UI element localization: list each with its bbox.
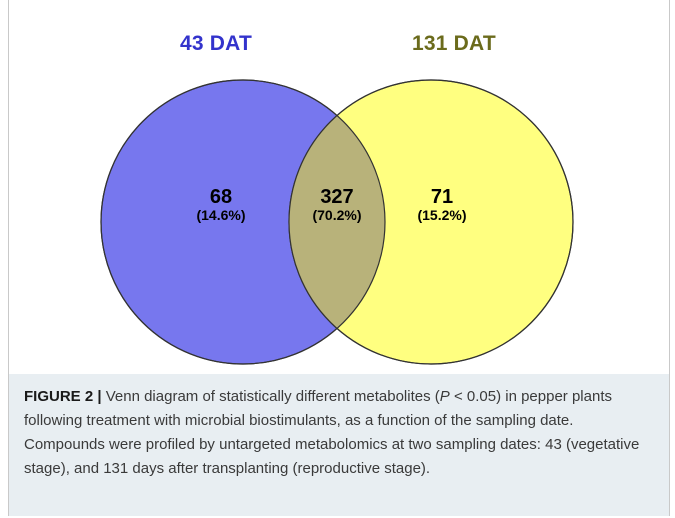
figure-caption: FIGURE 2 | Venn diagram of statistically… xyxy=(24,385,654,481)
set-b-outline xyxy=(288,79,574,365)
caption-box xyxy=(9,374,669,516)
set-a-outline xyxy=(100,79,386,365)
caption-text-1: Venn diagram of statistically different … xyxy=(101,388,440,405)
only-a-percent: (14.6%) xyxy=(196,207,246,223)
only-b-count: 71 xyxy=(430,186,454,208)
overlap-count: 327 xyxy=(320,186,354,208)
overlap-percent: (70.2%) xyxy=(312,207,362,223)
figure-label: FIGURE 2 | xyxy=(24,388,102,405)
only-a-count: 68 xyxy=(209,186,233,208)
set-b-title: 131 DAT xyxy=(412,32,496,55)
only-b-percent: (15.2%) xyxy=(417,207,467,223)
venn-diagram: 43 DAT 131 DAT 68 (14.6%) 327 (70.2%) 71… xyxy=(100,32,574,365)
p-symbol: P xyxy=(439,388,450,405)
overlap-region xyxy=(289,80,385,364)
set-a-title: 43 DAT xyxy=(180,32,252,55)
venn-svg xyxy=(100,79,574,365)
caption-text-2: < 0.05) in pepper plants following treat… xyxy=(24,388,640,477)
